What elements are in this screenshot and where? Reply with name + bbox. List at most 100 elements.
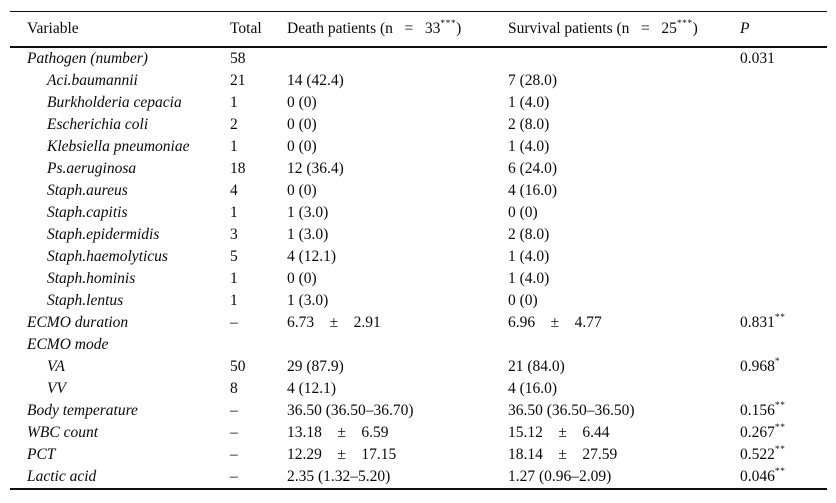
cell-survival-patients: 15.12 ± 6.44	[508, 424, 610, 441]
cell-death-patients: 0 (0)	[287, 116, 317, 133]
cell-variable: VA	[47, 358, 65, 375]
significance-asterisks: ***	[676, 18, 693, 29]
table-row: Staph.capitis 1 1 (3.0) 0 (0)	[10, 202, 827, 224]
header-total: Total	[230, 20, 262, 37]
cell-variable: Staph.aureus	[47, 182, 128, 199]
cell-survival-patients: 1 (4.0)	[508, 138, 550, 155]
table-row: Ps.aeruginosa 18 12 (36.4) 6 (24.0)	[10, 158, 827, 180]
cell-death-patients	[287, 47, 508, 70]
cell-variable: Body temperature	[27, 402, 138, 419]
cell-p-value	[740, 114, 827, 136]
cell-variable: Pathogen (number)	[27, 50, 148, 67]
cell-variable: ECMO duration	[27, 314, 129, 331]
cell-death-patients: 1 (3.0)	[287, 204, 329, 221]
cell-survival-patients: 0 (0)	[508, 204, 538, 221]
cell-total: –	[230, 446, 238, 463]
table-row: Klebsiella pneumoniae 1 0 (0) 1 (4.0)	[10, 136, 827, 158]
cell-survival-patients: 21 (84.0)	[508, 358, 565, 375]
cell-variable: PCT	[27, 446, 56, 463]
cell-survival-patients: 36.50 (36.50–36.50)	[508, 402, 635, 419]
significance-asterisks: **	[774, 466, 786, 477]
table-row: Aci.baumannii 21 14 (42.4) 7 (28.0)	[10, 70, 827, 92]
p-value-text: 0.831	[740, 314, 775, 332]
cell-variable: ECMO mode	[27, 336, 109, 353]
header-p-value: P	[740, 20, 750, 37]
cell-survival-patients: 1.27 (0.96–2.09)	[508, 468, 612, 485]
cell-total: 2	[230, 116, 238, 133]
cell-total: 1	[230, 204, 238, 221]
cell-p-value: 0.831**	[740, 312, 827, 334]
table-row: PCT – 12.29 ± 17.15 18.14 ± 27.59 0.522*…	[10, 444, 827, 466]
cell-survival-patients: 18.14 ± 27.59	[508, 446, 618, 463]
p-value-text: 0.968	[740, 358, 775, 376]
cell-death-patients: 12.29 ± 17.15	[287, 446, 397, 463]
cell-survival-patients: 4 (16.0)	[508, 380, 558, 397]
cell-survival-patients: 1 (4.0)	[508, 270, 550, 287]
table-row: Burkholderia cepacia 1 0 (0) 1 (4.0)	[10, 92, 827, 114]
cell-p-value	[740, 246, 827, 268]
cell-p-value	[740, 202, 827, 224]
table-row: WBC count – 13.18 ± 6.59 15.12 ± 6.44 0.…	[10, 422, 827, 444]
cell-death-patients: 1 (3.0)	[287, 226, 329, 243]
table-header: Variable Total Death patients (n = 33***…	[10, 11, 827, 48]
significance-asterisks: ***	[440, 18, 457, 29]
cell-p-value	[740, 92, 827, 114]
header-death-close-paren: )	[456, 20, 462, 38]
cell-survival-patients: 2 (8.0)	[508, 116, 550, 133]
table-header-row: Variable Total Death patients (n = 33***…	[10, 11, 827, 48]
header-death-patients: Death patients (n = 33***)	[287, 12, 508, 48]
significance-asterisks: *	[774, 356, 781, 367]
cell-variable: Ps.aeruginosa	[47, 160, 137, 177]
pathogen-outcome-comparison-table: Variable Total Death patients (n = 33***…	[10, 11, 827, 490]
table-row: Escherichia coli 2 0 (0) 2 (8.0)	[10, 114, 827, 136]
cell-survival-patients: 1 (4.0)	[508, 248, 550, 265]
significance-asterisks: **	[774, 400, 786, 411]
cell-survival-patients: 2 (8.0)	[508, 226, 550, 243]
cell-death-patients: 0 (0)	[287, 94, 317, 111]
cell-p-value	[740, 224, 827, 246]
cell-total: 5	[230, 248, 238, 265]
cell-p-value	[740, 378, 827, 400]
cell-p-value	[740, 158, 827, 180]
cell-variable: Klebsiella pneumoniae	[47, 138, 190, 155]
cell-p-value	[740, 290, 827, 312]
table-row: Lactic acid – 2.35 (1.32–5.20) 1.27 (0.9…	[10, 466, 827, 489]
cell-total: 50	[230, 358, 246, 375]
cell-total: –	[230, 468, 238, 485]
cell-total: 8	[230, 380, 238, 397]
cell-survival-patients: 0 (0)	[508, 292, 538, 309]
cell-survival-patients: 6 (24.0)	[508, 160, 558, 177]
table-row: Staph.aureus 4 0 (0) 4 (16.0)	[10, 180, 827, 202]
cell-death-patients: 0 (0)	[287, 138, 317, 155]
header-survival-close-paren: )	[692, 20, 698, 38]
header-survival-text: Survival patients (n = 25	[508, 20, 677, 38]
header-survival-patients: Survival patients (n = 25***)	[508, 12, 740, 48]
cell-death-patients: 6.73 ± 2.91	[287, 314, 381, 331]
cell-death-patients: 36.50 (36.50–36.70)	[287, 402, 414, 419]
table-row: Pathogen (number) 58 0.031	[10, 47, 827, 70]
cell-survival-patients: 6.96 ± 4.77	[508, 314, 602, 331]
table-row: Staph.lentus 1 1 (3.0) 0 (0)	[10, 290, 827, 312]
table-body: Pathogen (number) 58 0.031 Aci.baumannii…	[10, 47, 827, 489]
table-row: VA 50 29 (87.9) 21 (84.0) 0.968*	[10, 356, 827, 378]
cell-variable: Staph.hominis	[47, 270, 136, 287]
cell-p-value	[740, 334, 827, 356]
cell-survival-patients	[508, 334, 740, 356]
cell-variable: Staph.lentus	[47, 292, 124, 309]
cell-total: 1	[230, 292, 238, 309]
cell-death-patients: 1 (3.0)	[287, 292, 329, 309]
cell-total: 21	[230, 72, 246, 89]
cell-death-patients: 2.35 (1.32–5.20)	[287, 468, 391, 485]
cell-death-patients: 4 (12.1)	[287, 248, 337, 265]
cell-total: 1	[230, 270, 238, 287]
table-row: Staph.haemolyticus 5 4 (12.1) 1 (4.0)	[10, 246, 827, 268]
table-row: Staph.hominis 1 0 (0) 1 (4.0)	[10, 268, 827, 290]
cell-variable: Burkholderia cepacia	[47, 94, 182, 111]
p-value-text: 0.046	[740, 468, 775, 486]
significance-asterisks: **	[774, 444, 786, 455]
cell-p-value: 0.046**	[740, 466, 827, 489]
cell-p-value	[740, 180, 827, 202]
cell-survival-patients: 7 (28.0)	[508, 72, 558, 89]
p-value-text: 0.031	[740, 50, 775, 68]
